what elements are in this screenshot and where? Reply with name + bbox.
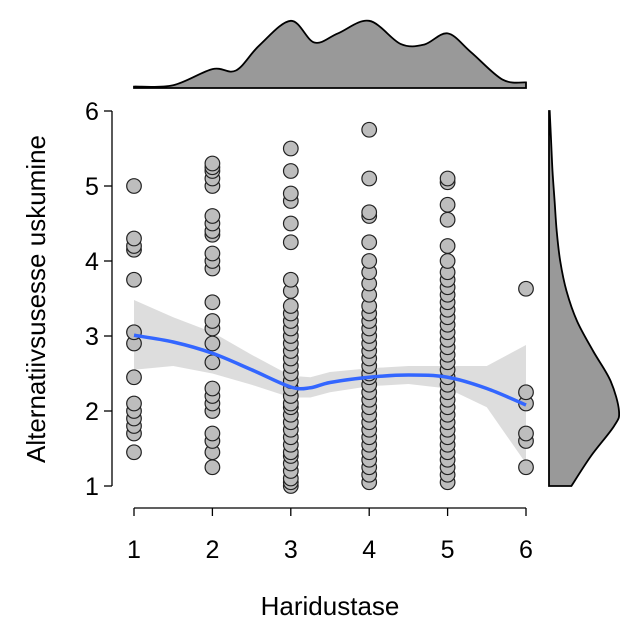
right-density xyxy=(548,110,620,487)
y-tick-label: 6 xyxy=(85,98,99,126)
data-point xyxy=(361,204,378,221)
data-point xyxy=(126,178,142,194)
x-tick-label: 6 xyxy=(519,536,533,564)
data-point xyxy=(439,253,456,269)
data-point xyxy=(361,121,378,138)
y-tick-label: 5 xyxy=(85,173,99,201)
data-point xyxy=(126,369,142,386)
data-point xyxy=(126,395,142,412)
data-point xyxy=(282,234,299,251)
y-tick-label: 2 xyxy=(85,398,99,426)
data-point xyxy=(204,208,221,224)
top-density xyxy=(133,19,527,89)
plot-area xyxy=(126,121,534,494)
x-axis-title: Haridustase xyxy=(261,591,400,621)
x-tick-label: 3 xyxy=(284,536,298,564)
data-point xyxy=(282,298,299,314)
data-point xyxy=(204,380,221,397)
data-point xyxy=(439,196,456,213)
data-point xyxy=(126,271,142,288)
data-point xyxy=(204,459,221,476)
data-point xyxy=(282,271,299,288)
x-axis: 1 2 3 4 5 6 xyxy=(127,507,533,564)
data-point xyxy=(282,140,299,157)
data-point xyxy=(204,155,221,172)
right-density-area xyxy=(548,110,620,487)
data-point xyxy=(518,280,534,297)
data-point xyxy=(126,444,142,461)
y-tick-label: 1 xyxy=(85,473,99,501)
data-point xyxy=(518,459,534,476)
data-point xyxy=(439,238,456,254)
y-axis: 1 2 3 4 5 6 xyxy=(85,98,113,501)
data-point xyxy=(204,335,221,352)
y-axis-title: Alternatiivsusesse uskumine xyxy=(21,135,51,463)
data-point xyxy=(204,425,221,442)
x-tick-label: 4 xyxy=(362,536,376,564)
y-tick-label: 3 xyxy=(85,323,99,351)
data-point xyxy=(439,170,456,187)
x-tick-label: 2 xyxy=(205,536,219,564)
data-point xyxy=(361,253,378,269)
x-tick-label: 5 xyxy=(441,536,455,564)
top-density-area xyxy=(133,19,527,89)
x-tick-label: 1 xyxy=(127,536,141,564)
data-point xyxy=(126,230,142,247)
data-point xyxy=(518,425,534,442)
data-point xyxy=(282,215,299,232)
data-point xyxy=(204,354,221,371)
data-point xyxy=(361,234,378,251)
points-layer xyxy=(126,121,534,494)
data-point xyxy=(518,384,534,401)
data-point xyxy=(204,294,221,311)
data-point xyxy=(204,245,221,262)
smooth-line xyxy=(133,333,527,407)
data-point xyxy=(282,163,299,179)
data-point xyxy=(361,170,378,187)
data-point xyxy=(282,185,299,202)
data-point xyxy=(439,211,456,228)
data-point xyxy=(204,313,221,329)
y-tick-label: 4 xyxy=(85,248,99,276)
